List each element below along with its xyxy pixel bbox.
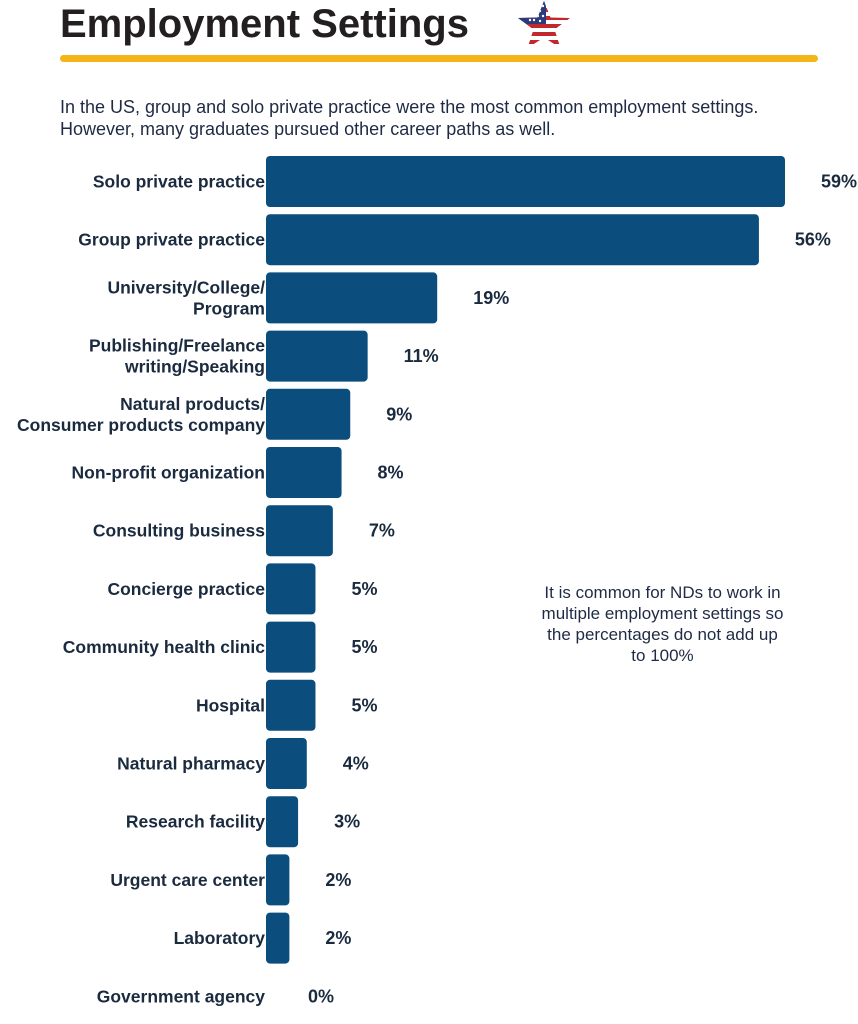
value-label: 8% <box>378 463 404 483</box>
category-label: Hospital <box>196 695 265 715</box>
category-label: Consulting business <box>93 521 265 541</box>
value-label: 59% <box>821 172 857 192</box>
bar <box>266 214 759 266</box>
category-label: Solo private practice <box>93 172 265 192</box>
bar <box>266 447 342 498</box>
bar <box>266 563 316 615</box>
bar <box>266 796 299 848</box>
category-label: Publishing/Freelance writing/Speaking <box>89 336 265 377</box>
value-label: 4% <box>343 754 369 774</box>
category-label: Community health clinic <box>63 637 266 657</box>
category-label: Non-profit organization <box>72 463 265 483</box>
bar <box>266 505 333 557</box>
value-label: 5% <box>351 579 377 599</box>
value-label: 2% <box>325 928 351 948</box>
bar <box>266 272 438 324</box>
subtitle: In the US, group and solo private practi… <box>60 97 759 139</box>
category-label: Government agency <box>97 986 266 1006</box>
title-underline <box>60 55 818 62</box>
value-label: 3% <box>334 812 360 832</box>
bar <box>266 330 368 382</box>
bar <box>266 388 351 440</box>
value-label: 56% <box>795 230 831 250</box>
bar <box>266 912 290 964</box>
chart-note: It is common for NDs to work in multiple… <box>541 583 784 665</box>
category-label: Natural pharmacy <box>117 754 265 774</box>
category-label: Research facility <box>126 812 265 832</box>
bar <box>266 156 785 207</box>
bar <box>266 738 307 789</box>
us-flag-star-icon <box>518 1 570 48</box>
value-label: 5% <box>351 695 377 715</box>
value-label: 0% <box>308 986 334 1006</box>
category-label: University/College/Program <box>107 277 265 318</box>
value-label: 9% <box>386 404 412 424</box>
value-label: 2% <box>325 870 351 890</box>
bar <box>266 679 316 731</box>
bar <box>266 854 290 906</box>
category-label: Natural products/Consumer products compa… <box>17 394 265 435</box>
value-label: 5% <box>351 637 377 657</box>
category-label: Laboratory <box>174 928 266 948</box>
value-label: 7% <box>369 521 395 541</box>
category-label: Group private practice <box>78 230 265 250</box>
value-label: 19% <box>473 288 509 308</box>
category-label: Concierge practice <box>107 579 265 599</box>
value-label: 11% <box>404 346 439 366</box>
page-title: Employment Settings <box>60 2 469 46</box>
category-label: Urgent care center <box>110 870 265 890</box>
bar <box>266 621 316 673</box>
